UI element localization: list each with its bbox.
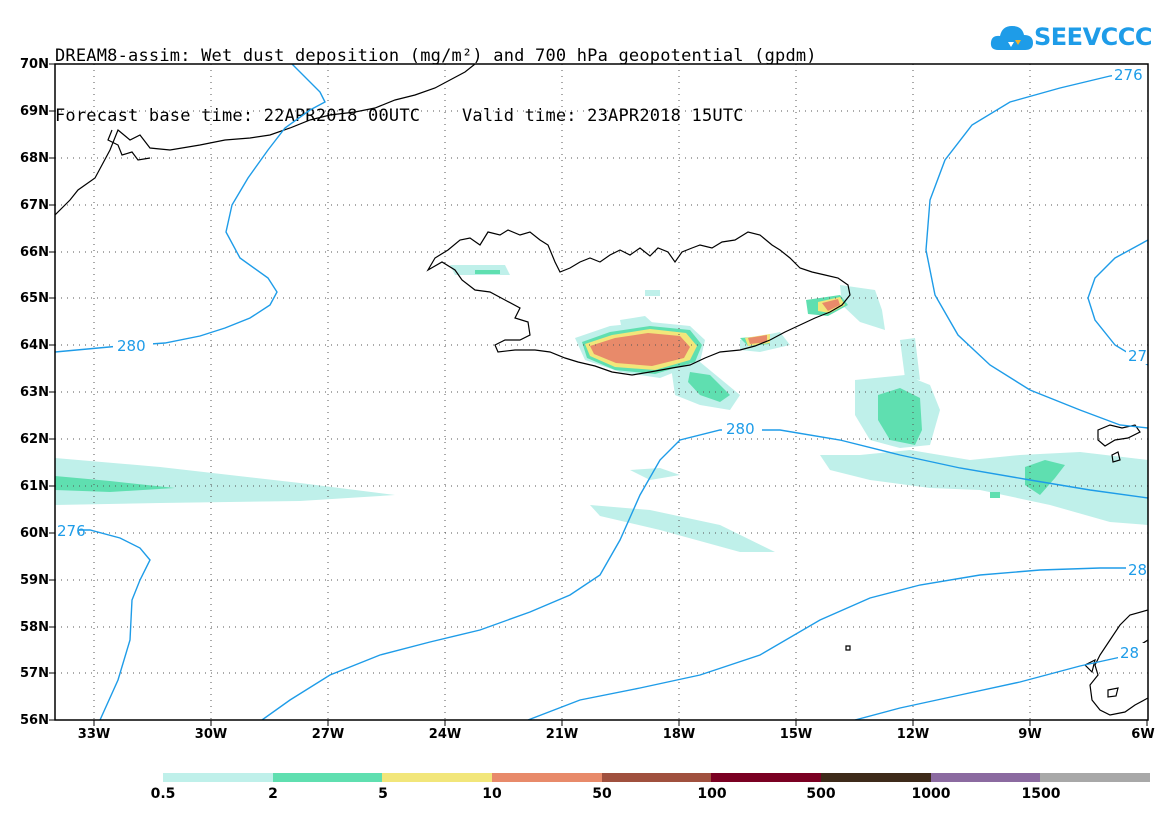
axis-ticks [49, 63, 1148, 726]
legend-label: 1500 [1021, 786, 1061, 802]
title-line-1: DREAM8-assim: Wet dust deposition (mg/m²… [55, 46, 817, 66]
lon-label: 24W [428, 727, 462, 742]
contour-label: 276 [1114, 66, 1143, 84]
legend-label: 0.5 [150, 786, 176, 802]
lat-label: 70N [20, 57, 49, 72]
legend-label: 100 [697, 786, 727, 802]
map-title: DREAM8-assim: Wet dust deposition (mg/m²… [55, 6, 817, 146]
graticule [55, 64, 1148, 720]
legend-swatch [821, 773, 931, 782]
lat-label: 66N [20, 245, 49, 260]
lon-label: 12W [896, 727, 930, 742]
lat-label: 61N [20, 479, 49, 494]
contour-labels: 280 280 276 276 27 28 28 [55, 64, 1148, 662]
lon-label: 18W [662, 727, 696, 742]
lat-label: 59N [20, 573, 49, 588]
lat-label: 60N [20, 526, 49, 541]
contour-label: 28 [1120, 644, 1139, 662]
lat-label: 67N [20, 198, 49, 213]
contour-label: 28 [1128, 561, 1147, 579]
legend-label: 1000 [911, 786, 951, 802]
legend-label: 2 [268, 786, 278, 802]
lat-label: 64N [20, 338, 49, 353]
legend-swatch [492, 773, 602, 782]
contour-label: 27 [1128, 347, 1147, 365]
lat-label: 69N [20, 104, 49, 119]
coastlines [55, 64, 1148, 716]
dust-shading-light [55, 265, 1148, 552]
lat-label: 62N [20, 432, 49, 447]
contour-label: 280 [726, 420, 755, 438]
legend-label: 500 [806, 786, 836, 802]
cloud-icon [990, 26, 1033, 50]
geopotential-contours [55, 64, 1148, 720]
legend-label: 5 [378, 786, 388, 802]
legend-swatch [1040, 773, 1151, 782]
lon-label: 33W [77, 727, 111, 742]
title-line-2: Forecast base time: 22APR2018 00UTC Vali… [55, 106, 744, 126]
lat-label: 56N [20, 713, 49, 728]
seevccc-logo: SEEVCCC [990, 18, 1160, 58]
lon-label: 15W [779, 727, 813, 742]
lat-label: 58N [20, 620, 49, 635]
legend-swatch [711, 773, 822, 782]
legend-swatch [163, 773, 273, 782]
legend-label: 10 [482, 786, 502, 802]
logo-text: SEEVCCC [1034, 23, 1153, 51]
legend-swatch [601, 773, 712, 782]
legend-label: 50 [592, 786, 612, 802]
legend-swatch [382, 773, 493, 782]
lon-label: 21W [545, 727, 579, 742]
lat-label: 65N [20, 291, 49, 306]
color-legend [163, 773, 1151, 782]
dust-shading-orange [590, 299, 840, 366]
lat-label: 63N [20, 385, 49, 400]
legend-swatch [272, 773, 383, 782]
lon-label: 6W [1131, 727, 1155, 742]
contour-label: 276 [57, 522, 86, 540]
lat-label: 68N [20, 151, 49, 166]
lon-label: 27W [311, 727, 345, 742]
lon-label: 9W [1018, 727, 1042, 742]
lat-label: 57N [20, 666, 49, 681]
legend-swatch [930, 773, 1041, 782]
lon-label: 30W [194, 727, 228, 742]
contour-label: 280 [117, 337, 146, 355]
